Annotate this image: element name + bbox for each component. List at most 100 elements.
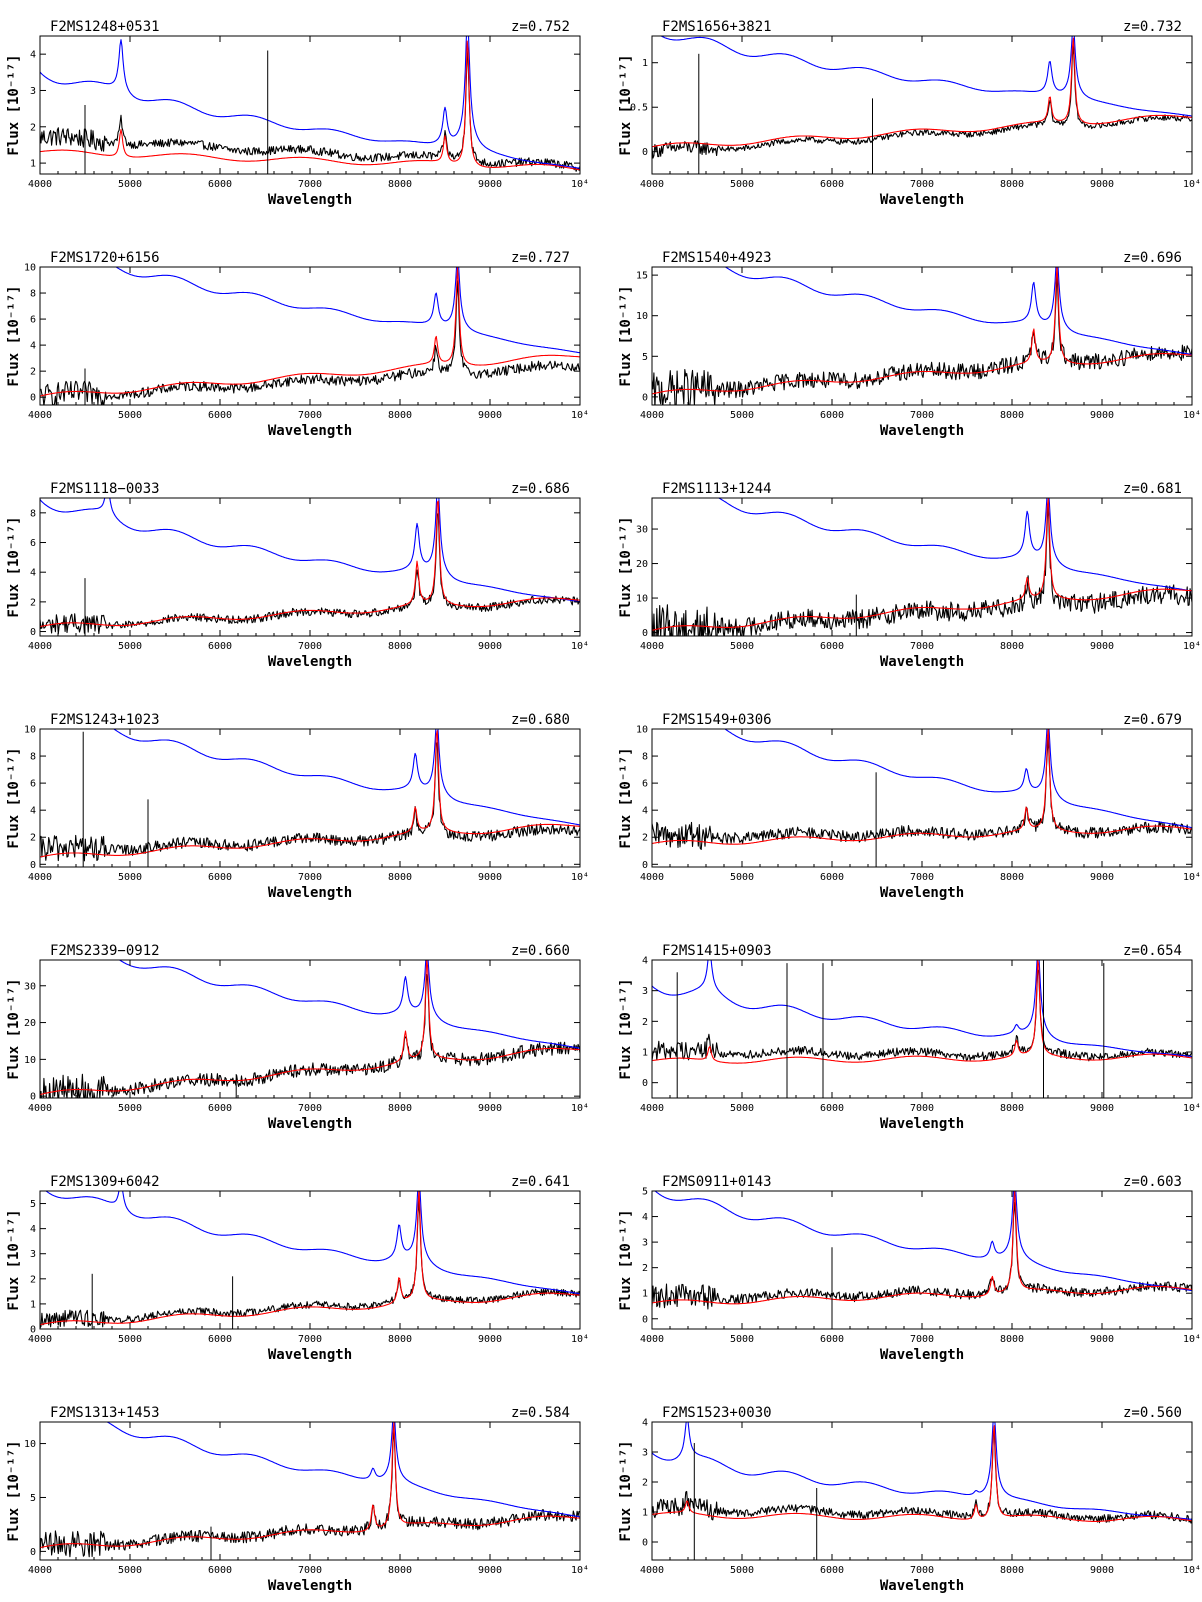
y-tick-label: 3 [642, 1238, 648, 1249]
x-tick-label: 7000 [298, 179, 322, 190]
plot-frame [651, 266, 1193, 406]
x-tick-label: 4000 [28, 1565, 52, 1576]
redshift-label: z=0.732 [1123, 19, 1182, 35]
x-tick-label: 4000 [28, 179, 52, 190]
y-tick-label: 10 [636, 725, 648, 736]
x-tick-label: 6000 [820, 641, 844, 652]
y-tick-label: 4 [30, 341, 36, 352]
y-tick-label: 1 [30, 159, 36, 170]
panel-title: F2MS1243+1023 [50, 712, 160, 728]
plot-frame [651, 497, 1193, 637]
y-tick-label: 2 [30, 597, 36, 608]
x-tick-label: 7000 [298, 641, 322, 652]
x-tick-label: 9000 [478, 641, 502, 652]
template-spectrum-line [106, 1422, 580, 1518]
x-tick-label: 4000 [640, 1565, 664, 1576]
x-tick-label: 8000 [388, 872, 412, 883]
x-axis-label: Wavelength [880, 1347, 964, 1363]
template-spectrum-line [115, 267, 580, 354]
x-tick-label: 8000 [1000, 1565, 1024, 1576]
x-tick-label: 5000 [730, 641, 754, 652]
x-axis-label: Wavelength [268, 1578, 352, 1594]
y-tick-label: 5 [30, 1493, 36, 1504]
y-tick-label: 10 [24, 725, 36, 736]
y-axis-label: Flux [10⁻¹⁷] [6, 978, 22, 1079]
x-axis-label: Wavelength [268, 1116, 352, 1132]
panel-title: F2MS2339−0912 [50, 943, 160, 959]
x-tick-label: 9000 [1090, 872, 1114, 883]
x-tick-label: 6000 [820, 1334, 844, 1345]
x-tick-label: 6000 [820, 872, 844, 883]
x-tick-label: 4000 [640, 410, 664, 421]
template-spectrum-line [654, 1191, 1192, 1292]
x-tick-label: 9000 [478, 410, 502, 421]
model-spectrum-line [652, 37, 1192, 148]
y-tick-label: 1 [642, 1048, 648, 1059]
redshift-label: z=0.679 [1123, 712, 1182, 728]
spectrum-panel: F2MS0911+0143 z=0.603 4000 5000 6000 7000 8000… [618, 1174, 1201, 1363]
y-tick-label: 4 [30, 1224, 36, 1235]
x-tick-label: 8000 [1000, 179, 1024, 190]
y-tick-label: 10 [636, 311, 648, 322]
y-tick-label: 10 [24, 263, 36, 274]
y-tick-label: 4 [642, 1212, 648, 1223]
y-tick-label: 0 [30, 627, 36, 638]
x-tick-label: 8000 [1000, 641, 1024, 652]
x-tick-label: 9000 [478, 179, 502, 190]
y-axis-label: Flux [10⁻¹⁷] [6, 516, 22, 617]
y-axis-label: Flux [10⁻¹⁷] [618, 54, 634, 155]
x-tick-label: 6000 [820, 1565, 844, 1576]
x-tick-label: 5000 [118, 641, 142, 652]
x-tick-label: 8000 [388, 1334, 412, 1345]
observed-spectrum-line [40, 513, 580, 635]
y-tick-label: 5 [642, 1187, 648, 1198]
x-axis-label: Wavelength [268, 192, 352, 208]
x-tick-label: 4000 [28, 1334, 52, 1345]
x-tick-label: 4000 [640, 1334, 664, 1345]
y-tick-label: 2 [642, 1017, 648, 1028]
spectrum-panel: F2MS1243+1023 z=0.680 4000 5000 6000 7000 8000… [6, 712, 589, 901]
x-tick-label: 7000 [298, 1103, 322, 1114]
model-spectrum-line [40, 1191, 580, 1326]
x-tick-label: 9000 [1090, 1334, 1114, 1345]
template-spectrum-line [652, 960, 1192, 1058]
y-axis-label: Flux [10⁻¹⁷] [618, 1440, 634, 1541]
x-tick-label: 5000 [730, 410, 754, 421]
x-tick-label: 10⁴ [571, 641, 589, 652]
plot-frame [39, 1421, 581, 1561]
x-tick-label: 4000 [28, 1103, 52, 1114]
x-tick-label: 9000 [1090, 1565, 1114, 1576]
panel-title: F2MS1313+1453 [50, 1405, 160, 1421]
y-tick-label: 1 [642, 1508, 648, 1519]
x-tick-label: 10⁴ [571, 1103, 589, 1114]
y-tick-label: 8 [642, 752, 648, 763]
x-tick-label: 5000 [730, 1565, 754, 1576]
y-tick-label: 8 [30, 752, 36, 763]
y-tick-label: 0 [642, 1078, 648, 1089]
y-tick-label: 0.5 [630, 103, 648, 114]
x-tick-label: 6000 [208, 1565, 232, 1576]
observed-spectrum-line [652, 736, 1192, 850]
x-tick-label: 8000 [1000, 1334, 1024, 1345]
x-tick-label: 10⁴ [571, 179, 589, 190]
x-axis-label: Wavelength [880, 423, 964, 439]
redshift-label: z=0.681 [1123, 481, 1182, 497]
redshift-label: z=0.696 [1123, 250, 1182, 266]
plot-frame [39, 1190, 581, 1330]
template-spectrum-line [660, 36, 1192, 117]
y-tick-label: 3 [642, 1448, 648, 1459]
y-tick-label: 4 [30, 806, 36, 817]
x-tick-label: 10⁴ [1183, 179, 1201, 190]
template-spectrum-line [112, 729, 580, 826]
y-tick-label: 1 [642, 58, 648, 69]
y-tick-label: 30 [24, 981, 36, 992]
x-tick-label: 5000 [118, 410, 142, 421]
model-spectrum-line [40, 730, 580, 858]
x-tick-label: 6000 [820, 179, 844, 190]
x-tick-label: 7000 [910, 1565, 934, 1576]
panel-title: F2MS1549+0306 [662, 712, 772, 728]
x-tick-label: 7000 [910, 641, 934, 652]
model-spectrum-line [652, 960, 1192, 1064]
redshift-label: z=0.686 [511, 481, 570, 497]
model-spectrum-line [652, 1191, 1192, 1305]
